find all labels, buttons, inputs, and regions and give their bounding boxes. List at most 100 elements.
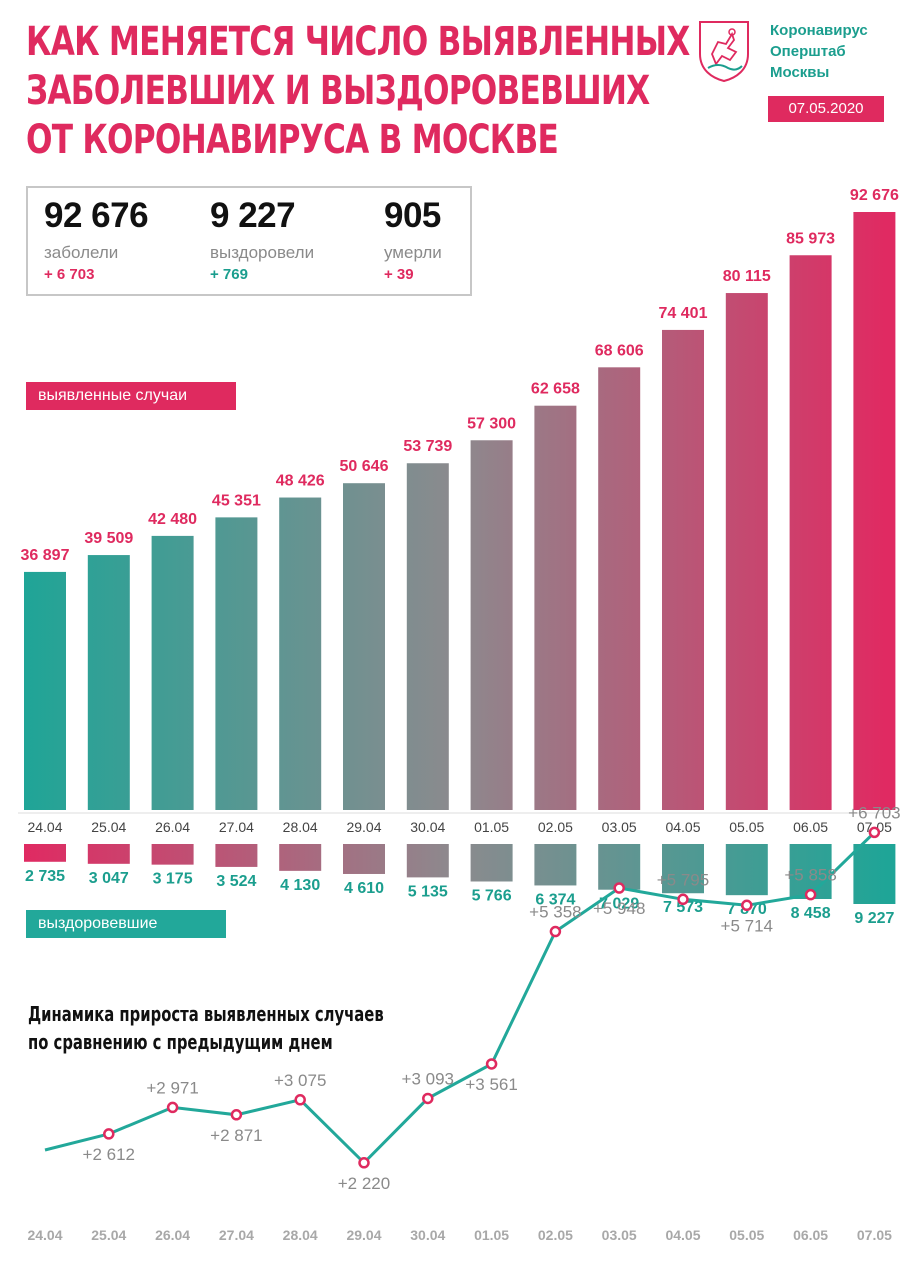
cases-bar-label: 62 658 (531, 381, 580, 398)
line-category-label: 25.04 (91, 1227, 126, 1243)
cases-bar (789, 255, 832, 810)
category-label: 25.04 (91, 819, 126, 835)
recovered-bar-label: 9 227 (854, 910, 894, 927)
line-category-label: 01.05 (474, 1227, 509, 1243)
stat-delta: + 769 (210, 266, 248, 283)
cases-bar (343, 483, 385, 810)
growth-point-label: +3 561 (465, 1075, 517, 1094)
recovered-bar-label: 3 047 (89, 870, 129, 887)
org-line: Коронавирус (770, 22, 868, 39)
recovered-bar-label: 3 524 (216, 873, 256, 890)
line-category-label: 29.04 (346, 1227, 381, 1243)
category-label: 03.05 (602, 819, 637, 835)
recovered-bar-label: 6 374 (535, 891, 575, 908)
growth-point-label: +3 093 (402, 1069, 454, 1088)
line-category-label: 24.04 (27, 1227, 62, 1243)
cases-bar-label: 92 676 (850, 187, 899, 204)
growth-point (868, 826, 881, 839)
stat-label: умерли (384, 243, 442, 262)
category-label: 27.04 (219, 819, 254, 835)
legend-recovered: выздоровевшие (26, 910, 226, 938)
line-chart-title: Динамика прироста выявленных случаев по … (28, 1000, 384, 1056)
cases-bar (406, 463, 449, 810)
recovered-bar (662, 844, 704, 894)
line-chart-title-line: по сравнению с предыдущим днем (28, 1030, 333, 1054)
cases-bar (87, 555, 130, 810)
stat-recovered: 9 227 выздоровели + 769 (210, 194, 314, 286)
line-category-label: 04.05 (665, 1227, 700, 1243)
line-category-label: 06.05 (793, 1227, 828, 1243)
org-line: Оперштаб (770, 43, 846, 60)
growth-point-label: +2 871 (210, 1126, 262, 1145)
cases-bar-label: 53 739 (403, 438, 452, 455)
cases-bar-label: 74 401 (659, 305, 708, 322)
recovered-bar-label: 7 029 (599, 896, 639, 913)
recovered-bar-label: 7 573 (663, 899, 703, 916)
line-category-label: 30.04 (410, 1227, 445, 1243)
category-label: 06.05 (793, 819, 828, 835)
legend-cases: выявленные случаи (26, 382, 236, 410)
stats-panel: 92 676 заболели + 6 703 9 227 выздоровел… (26, 186, 472, 296)
growth-point (549, 925, 562, 938)
category-label: 29.04 (346, 819, 381, 835)
stat-cases: 92 676 заболели + 6 703 (44, 194, 149, 286)
stat-deaths: 905 умерли + 39 (384, 194, 442, 286)
growth-point-label: +5 358 (529, 903, 581, 922)
line-category-label: 28.04 (283, 1227, 318, 1243)
line-category-label: 03.05 (602, 1227, 637, 1243)
cases-bar (598, 367, 641, 810)
growth-point (804, 888, 817, 901)
stat-value: 9 227 (210, 196, 296, 235)
growth-point (741, 899, 753, 912)
recovered-bar (215, 844, 258, 867)
growth-point-label: +5 714 (721, 916, 773, 935)
growth-point-label: +3 075 (274, 1071, 326, 1090)
cases-bar-label: 39 509 (84, 530, 133, 547)
growth-point-label: +5 948 (593, 899, 645, 918)
growth-point (613, 882, 625, 894)
org-name: Коронавирус Оперштаб Москвы (770, 20, 868, 83)
org-line: Москвы (770, 64, 830, 81)
growth-point (677, 893, 689, 906)
growth-point-label: +2 220 (338, 1174, 390, 1193)
growth-point (358, 1157, 370, 1169)
cases-bar-label: 42 480 (148, 511, 197, 528)
line-chart-title-line: Динамика прироста выявленных случаев (28, 1002, 384, 1026)
growth-point-label: +5 795 (657, 870, 709, 889)
growth-point-label: +5 858 (784, 866, 836, 885)
recovered-bar-label: 3 175 (153, 871, 193, 888)
cases-bar (151, 535, 194, 810)
cases-bar (24, 571, 66, 810)
cases-bar (215, 517, 258, 810)
growth-point (422, 1092, 434, 1105)
growth-point-label: +2 612 (83, 1145, 135, 1164)
cases-bar (470, 440, 513, 810)
cases-bar (534, 405, 577, 810)
cases-bar-label: 57 300 (467, 415, 516, 432)
recovered-bar (598, 844, 641, 890)
stat-delta: + 6 703 (44, 266, 95, 283)
growth-line (44, 831, 876, 1165)
growth-point (166, 1101, 179, 1114)
recovered-bar (853, 844, 896, 904)
cases-bar (853, 212, 896, 810)
growth-point (230, 1109, 243, 1121)
recovered-bar (279, 844, 322, 871)
category-label: 24.04 (27, 819, 62, 835)
growth-point-label: +2 971 (146, 1078, 198, 1097)
cases-bar-label: 85 973 (786, 230, 835, 247)
recovered-bar-label: 5 766 (472, 887, 512, 904)
growth-point (294, 1094, 306, 1106)
stat-value: 92 676 (44, 196, 149, 235)
line-category-label: 07.05 (857, 1227, 892, 1243)
moscow-coat-of-arms-icon (699, 21, 749, 82)
category-label: 04.05 (665, 819, 700, 835)
recovered-bar (406, 844, 449, 878)
cases-bar (662, 329, 704, 810)
recovered-bar (24, 844, 66, 862)
cases-bar-label: 36 897 (21, 547, 70, 564)
growth-point (485, 1058, 498, 1070)
recovered-bar-label: 8 458 (791, 905, 831, 922)
recovered-bar (534, 844, 577, 886)
